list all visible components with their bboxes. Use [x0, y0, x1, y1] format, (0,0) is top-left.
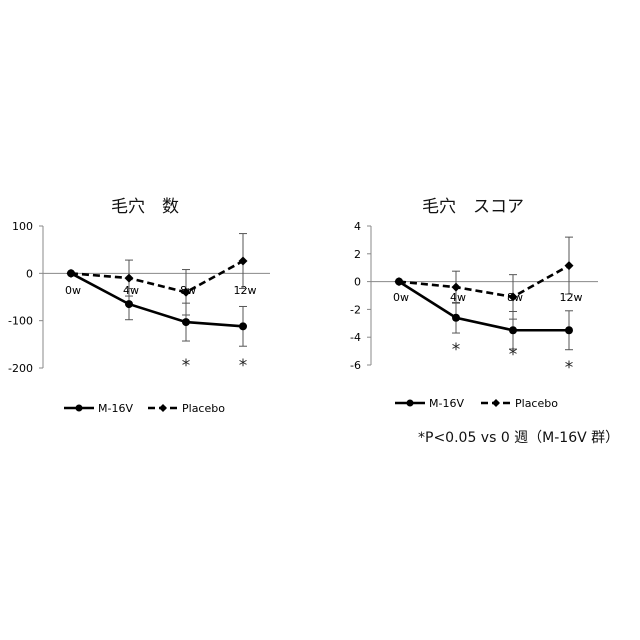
data-point-marker	[182, 318, 190, 326]
chart-2: 毛穴 スコア420-2-4-60w4w8w12w***M-16VPlacebo	[350, 197, 598, 410]
chart-title: 毛穴 数	[111, 197, 179, 217]
y-tick-label: 4	[354, 220, 361, 233]
y-tick-label: -100	[8, 315, 33, 328]
series-m16v	[67, 269, 247, 346]
data-point-marker	[67, 269, 76, 278]
y-tick-label: 0	[26, 267, 33, 280]
legend: M-16V Placebo	[395, 397, 558, 410]
legend-label: Placebo	[182, 402, 225, 415]
legend-marker	[159, 404, 167, 412]
data-point-marker	[239, 322, 247, 330]
x-tick-label: 0w	[393, 291, 409, 304]
data-point-marker	[509, 326, 517, 334]
significance-marker: *	[565, 358, 574, 378]
data-point-marker	[125, 300, 133, 308]
data-point-marker	[565, 261, 574, 270]
y-tick-label: -4	[350, 331, 361, 344]
data-point-marker	[452, 314, 460, 322]
legend-label: M-16V	[98, 402, 133, 415]
significance-marker: *	[452, 340, 461, 360]
series-placebo	[67, 234, 248, 315]
chart-title: 毛穴 スコア	[422, 197, 524, 217]
legend-marker	[407, 400, 414, 407]
data-point-marker	[125, 274, 134, 283]
y-tick-label: 0	[354, 276, 361, 289]
series-m16v	[395, 278, 573, 350]
y-tick-label: 2	[354, 248, 361, 261]
x-tick-label: 12w	[234, 284, 257, 297]
legend-marker	[492, 399, 500, 407]
x-tick-label: 0w	[65, 284, 81, 297]
y-tick-label: -6	[350, 359, 361, 372]
legend: M-16V Placebo	[64, 402, 225, 415]
x-tick-label: 12w	[560, 291, 583, 304]
data-point-marker	[565, 326, 573, 334]
significance-marker: *	[239, 356, 248, 376]
series-line	[71, 273, 243, 326]
legend-marker	[76, 405, 83, 412]
x-tick-label: 4w	[123, 284, 139, 297]
series-placebo	[395, 237, 574, 319]
y-tick-label: -200	[8, 362, 33, 375]
y-tick-label: -2	[350, 303, 361, 316]
legend-label: Placebo	[515, 397, 558, 410]
significance-footnote: *P<0.05 vs 0 週（M-16V 群）	[418, 430, 619, 446]
chart-1: 毛穴 数1000-100-2000w4w8w12w**M-16VPlacebo	[8, 197, 270, 415]
significance-marker: *	[509, 345, 518, 365]
legend-label: M-16V	[429, 397, 464, 410]
y-tick-label: 100	[12, 220, 33, 233]
series-line	[399, 282, 569, 331]
significance-marker: *	[182, 356, 191, 376]
